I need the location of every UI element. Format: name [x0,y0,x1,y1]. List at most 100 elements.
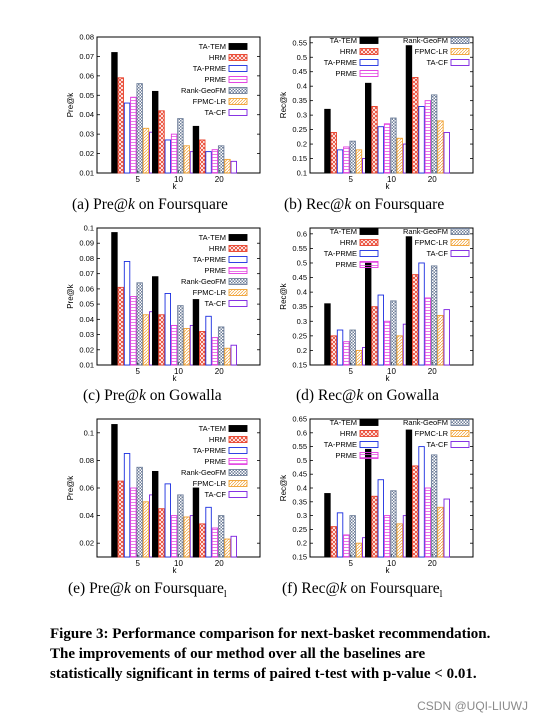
bar-rank-geofm [136,83,143,174]
bar-fpmc-lr [142,314,150,366]
x-tick-label: 20 [428,175,437,184]
legend-swatch [228,76,248,83]
legend-label: TA-TEM [330,418,357,427]
bar-rank-geofm [177,118,184,174]
y-axis-label: Pre@k [66,92,75,118]
x-tick-label: 10 [387,559,396,568]
legend-label: Rank-GeoFM [403,418,448,427]
legend-swatch [228,447,248,454]
bar-rank-geofm [217,145,225,174]
y-tick-label: 0.6 [297,428,307,437]
legend-swatch [228,234,248,241]
x-tick-label: 20 [428,559,437,568]
legend-label: HRM [340,47,357,56]
bar-prme [424,487,432,558]
x-tick-label: 20 [215,367,224,376]
bar-ta-prme [123,261,131,366]
x-tick-label: 10 [174,559,183,568]
bar-hrm [158,110,165,174]
chart-caption-b: (b) Rec@k on Foursquare [284,196,445,213]
y-tick-label: 0.04 [79,110,94,119]
bar-ta-cf [230,160,237,174]
legend-label: HRM [209,244,226,253]
bar-prme [170,515,178,558]
legend-swatch [228,98,248,105]
y-axis-label: Rec@k [279,474,288,501]
bar-hrm [117,286,124,366]
chart-1: 0.1 0.15 0.2 0.25 0.3 0.35 0.4 0.45 0.5 0.55 Rec@k… [279,36,474,191]
chart-caption-d: (d) Rec@k on Gowalla [296,387,439,404]
y-tick-label: 0.45 [292,67,307,76]
bar-fpmc-lr [355,542,363,558]
bar-hrm [371,105,378,174]
bar-ta-prme [336,329,344,366]
watermark: CSDN @UQI-LIUWJ [417,699,528,713]
bar-ta-cf [443,132,450,174]
x-axis-label: k [386,182,391,191]
y-tick-label: 0.2 [297,346,307,355]
chart-caption-f: (f) Rec@k on Foursquarel [282,580,443,601]
legend-swatch [359,452,379,459]
legend-label: TA-PRME [193,446,226,455]
bar-ta-tem [192,299,200,366]
y-tick-label: 0.15 [292,361,307,370]
bar-ta-prme [418,262,425,366]
bar-hrm [117,480,124,558]
bar-rank-geofm [430,454,438,558]
bar-ta-tem [365,448,372,558]
bar-prme [130,296,137,366]
legend-label: Rank-GeoFM [181,468,226,477]
x-tick-label: 20 [428,367,437,376]
y-tick-label: 0.01 [79,169,94,178]
y-tick-label: 0.55 [292,244,307,253]
bar-rank-geofm [349,329,356,366]
bar-ta-prme [205,151,212,174]
legend-label: PRME [204,75,226,84]
y-tick-label: 0.3 [297,317,307,326]
legend-swatch [359,70,379,77]
bar-hrm [330,526,337,558]
bar-ta-prme [377,294,384,366]
x-axis-label: k [386,374,391,383]
y-tick-label: 0.03 [79,130,94,139]
bar-ta-prme [205,506,212,558]
bar-rank-geofm [349,515,356,558]
bar-prme [130,96,137,174]
y-tick-label: 0.25 [292,525,307,534]
legend-label: TA-CF [426,58,448,67]
legend-swatch [228,54,248,61]
y-tick-label: 0.65 [292,415,307,424]
y-tick-label: 0.02 [79,149,94,158]
bar-ta-prme [164,139,172,174]
chart-caption-a: (a) Pre@k on Foursquare [72,196,228,213]
bar-ta-tem [365,82,372,174]
bar-hrm [412,77,419,174]
y-tick-label: 0.1 [84,224,94,233]
y-tick-label: 0.03 [79,330,94,339]
bar-rank-geofm [217,326,225,366]
legend-swatch [359,250,379,257]
legend-swatch [359,228,379,235]
bar-rank-geofm [177,494,184,558]
bar-rank-geofm [136,282,143,366]
chart-4: 0.02 0.04 0.06 0.08 0.1 Pre@k 5 10 20 k TA-TEM HRM T… [66,418,261,575]
x-tick-label: 5 [349,175,354,184]
legend-swatch [450,239,470,246]
bar-fpmc-lr [396,137,403,174]
y-tick-label: 0.6 [297,229,307,238]
bar-ta-tem [111,52,118,174]
bar-fpmc-lr [437,314,444,366]
bar-rank-geofm [390,490,397,558]
y-tick-label: 0.15 [292,553,307,562]
legend-swatch [450,37,470,44]
y-tick-label: 0.35 [292,302,307,311]
bar-prme [343,146,350,174]
legend-swatch [228,480,248,487]
y-axis-label: Pre@k [66,475,75,501]
chart-caption-e: (e) Pre@k on Foursquarel [68,580,227,601]
legend-swatch [228,458,248,465]
x-tick-label: 5 [349,559,354,568]
bar-hrm [412,465,419,558]
legend-swatch [359,59,379,66]
bar-fpmc-lr [224,538,231,558]
